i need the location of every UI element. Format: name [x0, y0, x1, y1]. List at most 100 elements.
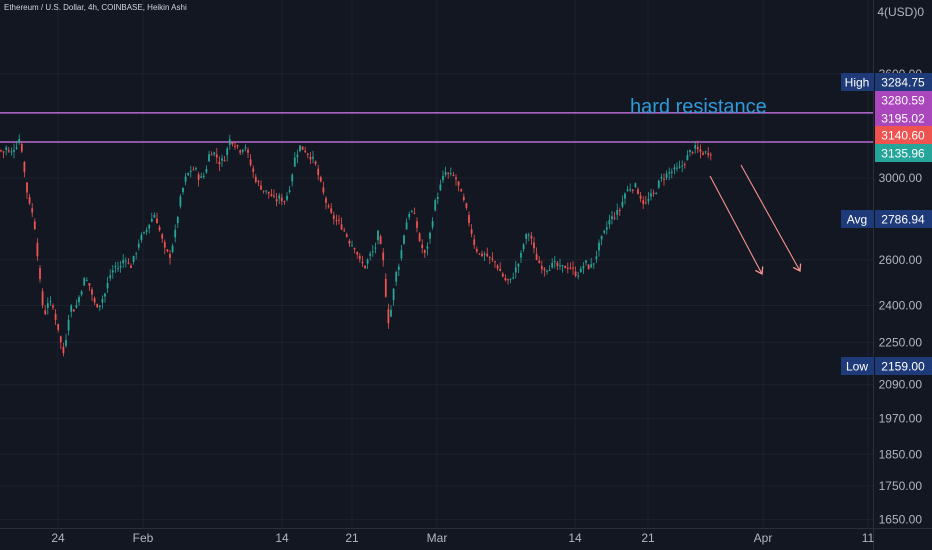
candle	[49, 296, 52, 306]
candle-body	[156, 218, 158, 224]
candle	[54, 309, 57, 325]
candle-body	[187, 173, 190, 176]
candle-body	[335, 220, 338, 222]
candle-body	[478, 253, 481, 255]
x-tick-label: 14	[568, 531, 582, 545]
candle	[681, 160, 684, 173]
candle-body	[364, 265, 366, 269]
candle-body	[501, 273, 504, 277]
candle-body	[434, 200, 437, 211]
candle-body	[75, 305, 78, 308]
candle	[392, 287, 395, 306]
price-label: 3195.02	[875, 109, 932, 127]
price-label-value-box	[875, 210, 932, 228]
candle-body	[618, 209, 621, 211]
candle-body	[486, 253, 489, 257]
candle-body	[319, 177, 322, 182]
price-label-name: Avg	[847, 213, 867, 227]
candle-body	[228, 139, 231, 145]
candle-body	[249, 159, 252, 165]
candle-body	[2, 151, 5, 153]
candle	[494, 260, 496, 268]
candle-body	[28, 197, 31, 204]
candle	[62, 342, 65, 357]
candle-body	[358, 255, 361, 260]
candle	[91, 287, 93, 301]
candle	[124, 257, 127, 268]
candle-body	[288, 190, 291, 192]
candle-body	[44, 310, 47, 315]
candle-body	[234, 145, 236, 147]
candle	[309, 152, 312, 165]
candle-body	[117, 268, 119, 270]
candle	[101, 295, 104, 309]
candle	[231, 141, 234, 147]
candle-body	[374, 247, 377, 249]
candle	[26, 181, 28, 199]
candle-body	[296, 154, 299, 158]
candle-body	[686, 155, 689, 161]
candle	[226, 146, 229, 162]
candle-body	[585, 260, 587, 263]
candle	[132, 255, 135, 265]
candle-body	[275, 199, 278, 202]
price-label-value-box	[875, 91, 932, 109]
candle	[140, 232, 143, 243]
candle	[465, 202, 468, 211]
candle-body	[5, 147, 8, 150]
candle	[637, 187, 639, 195]
candle-body	[392, 288, 395, 301]
candle	[59, 335, 62, 350]
candle-body	[421, 244, 424, 249]
candle-body	[210, 154, 213, 156]
price-label-value: 3284.75	[881, 76, 925, 90]
candle	[668, 167, 671, 181]
candle	[262, 190, 265, 194]
candle-body	[457, 181, 460, 186]
candle-body	[603, 230, 606, 233]
candle	[254, 173, 257, 184]
candle-body	[208, 154, 210, 162]
candle-body	[400, 250, 403, 259]
price-label: Avg 2786.94	[841, 210, 932, 228]
candle	[569, 262, 572, 270]
candle	[325, 196, 327, 210]
candle-body	[317, 168, 320, 175]
candle	[210, 151, 213, 156]
candle	[353, 247, 356, 254]
candle	[374, 242, 377, 254]
candle	[286, 192, 288, 202]
projection-arrow	[709, 175, 762, 274]
candle	[639, 191, 642, 203]
candle	[371, 245, 374, 257]
candle	[678, 160, 681, 169]
candle-body	[122, 260, 125, 264]
candle	[434, 198, 437, 212]
candle	[228, 134, 231, 150]
candle-body	[26, 182, 28, 193]
candle-body	[449, 173, 452, 175]
candle-body	[65, 339, 67, 346]
candle	[184, 172, 187, 186]
candle-body	[405, 222, 408, 230]
price-label: 3280.59	[875, 91, 932, 109]
candle-body	[124, 260, 127, 262]
price-label: Low 2159.00	[841, 357, 932, 375]
candle	[530, 231, 533, 245]
candle	[431, 217, 434, 230]
candle-body	[7, 150, 10, 152]
candle-body	[340, 224, 343, 230]
candle-body	[462, 196, 465, 200]
candle	[629, 183, 632, 193]
candle	[397, 263, 400, 277]
candle-body	[678, 166, 681, 168]
candle	[182, 187, 184, 195]
candle-body	[644, 202, 647, 204]
candle	[603, 229, 606, 235]
candle	[283, 200, 286, 205]
candle-body	[704, 151, 707, 153]
candle-body	[390, 309, 392, 317]
price-label: 3135.96	[875, 144, 932, 162]
y-tick-label: 1970.00	[879, 411, 923, 425]
